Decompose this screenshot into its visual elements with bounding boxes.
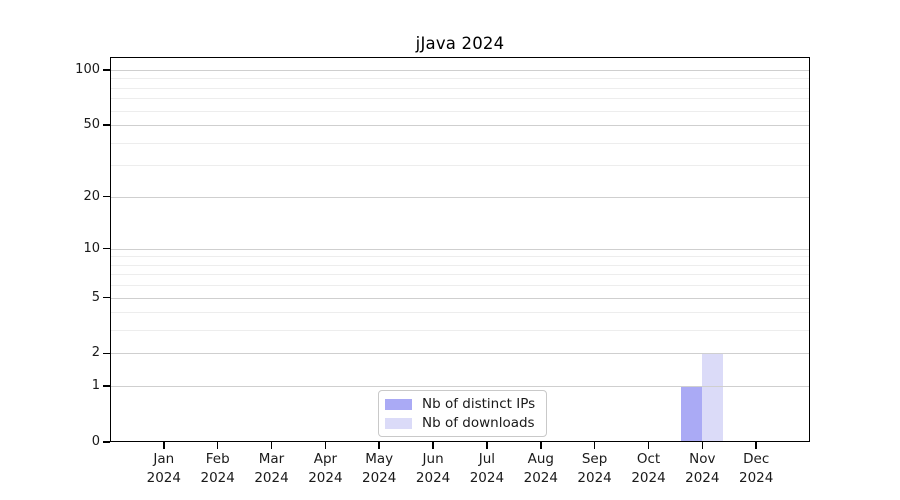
minor-gridline-80 [111,87,809,89]
x-axis-tick-label-apr-2024: Apr 2024 [308,451,343,486]
y-axis-tick-label-100: 100 [75,62,100,77]
x-axis-tick-jul-2024 [486,442,488,449]
major-gridline-5 [111,297,809,299]
chart-title: jJava 2024 [415,34,505,53]
major-gridline-50 [111,125,809,127]
y-axis-tick-label-10: 10 [83,240,100,256]
y-axis-tick-label-5: 5 [91,289,100,305]
minor-gridline-6 [111,285,809,287]
x-axis-tick-label-nov-2024: Nov 2024 [685,451,720,486]
y-axis-tick-0 [103,441,110,443]
x-axis-tick-dec-2024 [755,442,757,449]
bar-nb-of-downloads-nov-2024 [702,353,724,441]
x-axis-tick-mar-2024 [270,442,273,449]
x-axis-tick-oct-2024 [647,442,650,449]
major-gridline-2 [111,353,809,355]
x-axis-tick-may-2024 [378,442,380,449]
legend-entry-downloads: Nb of downloads [385,415,540,431]
legend-entry-distinct-ips: Nb of distinct IPs [385,396,540,412]
y-axis-tick-label-20: 20 [83,188,100,204]
legend-label-downloads: Nb of downloads [422,415,535,431]
minor-gridline-7 [111,274,809,276]
minor-gridline-4 [111,312,809,314]
bar-nb-of-distinct-ips-nov-2024 [681,386,703,441]
x-axis-tick-label-mar-2024: Mar 2024 [254,451,289,486]
minor-gridline-8 [111,264,809,266]
minor-gridline-3 [111,330,809,332]
minor-gridline-30 [111,165,809,167]
y-axis-tick-2 [103,352,110,355]
y-axis-tick-label-1: 1 [91,378,100,394]
minor-gridline-70 [111,98,809,100]
major-gridline-100 [111,70,809,71]
legend-swatch-downloads-icon [385,417,412,429]
x-axis-tick-apr-2024 [324,442,327,449]
x-axis-tick-jun-2024 [432,442,434,449]
x-axis-tick-label-jun-2024: Jun 2024 [415,451,451,486]
x-axis-tick-label-jul-2024: Jul 2024 [469,451,505,486]
y-axis-tick-50 [103,124,110,126]
legend-label-distinct-ips: Nb of distinct IPs [422,396,536,412]
x-axis-tick-feb-2024 [216,442,219,449]
x-axis-tick-label-aug-2024: Aug 2024 [523,451,558,486]
y-axis-tick-label-50: 50 [83,117,100,133]
minor-gridline-9 [111,256,809,258]
y-axis-tick-1 [103,385,110,387]
x-axis-tick-label-dec-2024: Dec 2024 [739,451,774,486]
x-axis-tick-label-may-2024: May 2024 [362,451,397,486]
x-axis-tick-aug-2024 [540,442,542,449]
major-gridline-1 [111,386,809,388]
legend-swatch-distinct-ips-icon [385,398,412,410]
major-gridline-10 [111,248,809,250]
chart-legend: Nb of distinct IPs Nb of downloads [378,390,547,437]
x-axis-tick-label-jan-2024: Jan 2024 [146,451,181,486]
major-gridline-20 [111,196,809,198]
x-axis-tick-jan-2024 [163,442,165,449]
x-axis-tick-label-oct-2024: Oct 2024 [631,451,666,486]
x-axis-tick-label-feb-2024: Feb 2024 [200,451,235,486]
minor-gridline-60 [111,110,809,112]
x-axis-tick-label-sep-2024: Sep 2024 [577,451,612,486]
x-axis-tick-nov-2024 [701,442,704,449]
y-axis-tick-label-0: 0 [91,434,100,449]
y-axis-tick-20 [103,195,110,198]
minor-gridline-90 [111,78,809,80]
minor-gridline-40 [111,142,809,144]
y-axis-tick-100 [103,69,110,71]
y-axis-tick-10 [103,247,110,250]
y-axis-tick-5 [103,296,110,299]
y-axis-tick-label-2: 2 [91,345,100,361]
x-axis-tick-sep-2024 [593,442,596,449]
